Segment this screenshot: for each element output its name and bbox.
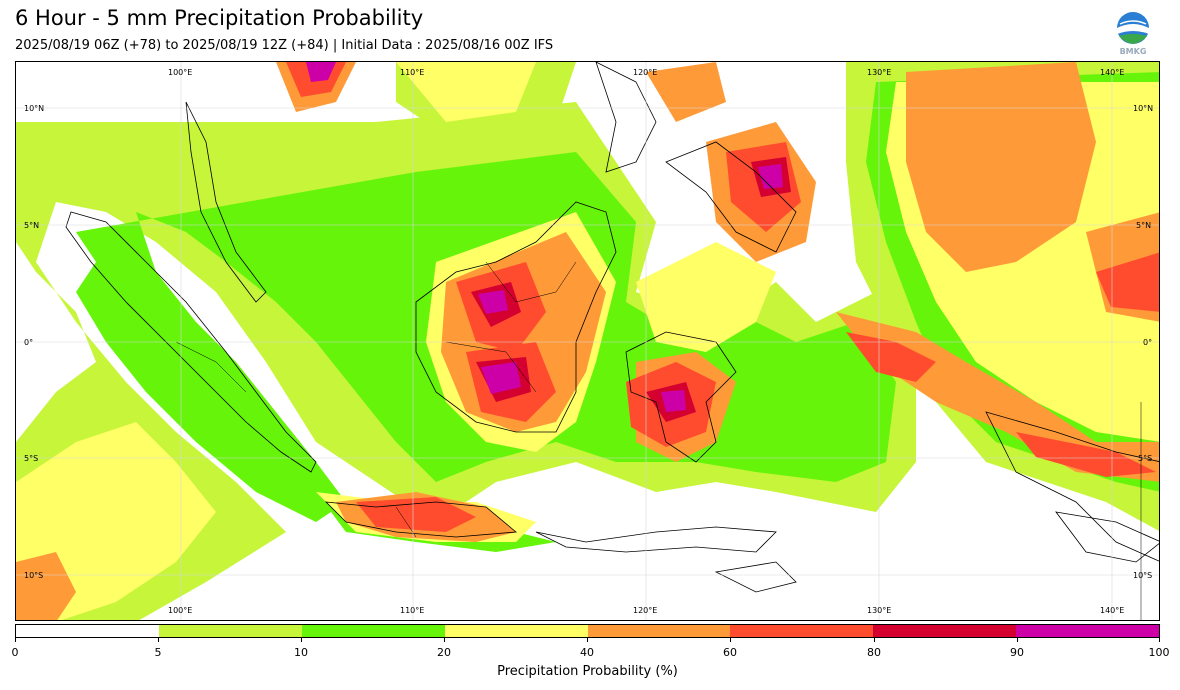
colorbar-tick-5: 5 — [154, 646, 162, 659]
colorbar-tickmark — [1017, 638, 1018, 642]
colorbar-tick-90: 90 — [1010, 646, 1024, 659]
lat-labels-right: 10°N 5°N 0° 5°S 10°S — [1133, 104, 1153, 580]
colorbar-tickmark — [15, 638, 16, 642]
colorbar-segment-10-20 — [301, 625, 445, 637]
colorbar-tick-0: 0 — [11, 646, 19, 659]
colorbar-tick-40: 40 — [580, 646, 594, 659]
colorbar-tick-80: 80 — [867, 646, 881, 659]
lat-label-0-left: 0° — [24, 338, 33, 347]
lon-label-140e-bottom: 140°E — [1100, 606, 1124, 615]
lat-label-10s-right: 10°S — [1133, 571, 1152, 580]
lat-labels-left: 10°N 5°N 0° 5°S 10°S — [24, 104, 44, 580]
lat-label-5n-left: 5°N — [24, 221, 39, 230]
lon-label-110e-bottom: 110°E — [400, 606, 424, 615]
lon-label-100e-bottom: 100°E — [168, 606, 192, 615]
colorbar-tickmark — [730, 638, 731, 642]
svg-text:BMKG: BMKG — [1120, 47, 1147, 56]
lon-label-130e-bottom: 130°E — [867, 606, 891, 615]
lat-label-10n-right: 10°N — [1133, 104, 1153, 113]
lon-label-130e-top: 130°E — [867, 68, 891, 77]
colorbar-segment-40-60 — [587, 625, 731, 637]
lon-label-100e-top: 100°E — [168, 68, 192, 77]
colorbar-tickmark — [444, 638, 445, 642]
colorbar-segment-60-80 — [730, 625, 874, 637]
lon-label-140e-top: 140°E — [1100, 68, 1124, 77]
colorbar-segment-5-10 — [158, 625, 302, 637]
lon-label-110e-top: 110°E — [400, 68, 424, 77]
coastlines — [65, 62, 1159, 593]
lon-label-120e-bottom: 120°E — [633, 606, 657, 615]
colorbar-tickmark — [874, 638, 875, 642]
lat-label-5n-right: 5°N — [1136, 221, 1151, 230]
lon-label-120e-top: 120°E — [633, 68, 657, 77]
colorbar-tick-10: 10 — [294, 646, 308, 659]
colorbar-tickmark — [1159, 638, 1160, 642]
lon-labels-top: 100°E 110°E 120°E 130°E 140°E — [168, 68, 1124, 77]
lat-label-5s-left: 5°S — [24, 454, 38, 463]
colorbar-tickmark — [587, 638, 588, 642]
colorbar-label: Precipitation Probability (%) — [497, 664, 678, 679]
gridlines — [16, 62, 1159, 620]
colorbar — [15, 624, 1160, 638]
precipitation-map: 100°E 110°E 120°E 130°E 140°E 100°E 110°… — [15, 61, 1160, 621]
colorbar-segment-80-90 — [873, 625, 1017, 637]
precip-layer-90 — [306, 62, 783, 412]
chart-subtitle: 2025/08/19 06Z (+78) to 2025/08/19 12Z (… — [15, 38, 554, 53]
borders — [175, 261, 1142, 620]
lon-labels-bottom: 100°E 110°E 120°E 130°E 140°E — [168, 606, 1124, 615]
colorbar-segment-90-100 — [1016, 625, 1159, 637]
lat-label-5s-right: 5°S — [1138, 454, 1152, 463]
bmkg-logo: BMKG — [1117, 12, 1149, 56]
colorbar-tick-20: 20 — [437, 646, 451, 659]
colorbar-segment-20-40 — [444, 625, 588, 637]
colorbar-tickmark — [158, 638, 159, 642]
colorbar-tickmark — [301, 638, 302, 642]
chart-title: 6 Hour - 5 mm Precipitation Probability — [15, 6, 424, 30]
lat-label-10s-left: 10°S — [24, 571, 43, 580]
lat-label-10n-left: 10°N — [24, 104, 44, 113]
colorbar-tick-100: 100 — [1148, 646, 1170, 659]
colorbar-tick-60: 60 — [723, 646, 737, 659]
colorbar-segment-0-5 — [16, 625, 159, 637]
lat-label-0-right: 0° — [1143, 338, 1152, 347]
